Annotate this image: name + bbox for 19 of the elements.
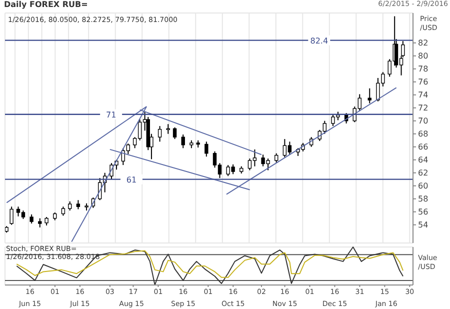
y-tick-label: 66 bbox=[418, 142, 428, 152]
y-tick-label: 82 bbox=[418, 38, 428, 48]
y-tick-label: 54 bbox=[418, 220, 428, 230]
y-tick-label: 72 bbox=[418, 104, 428, 113]
ref-line-label: 61 bbox=[126, 175, 137, 184]
y-tick-label: 68 bbox=[418, 130, 428, 139]
ref-line-label: 82.4 bbox=[310, 36, 328, 46]
y-tick-label: 74 bbox=[418, 90, 428, 100]
y-tick-label: 70 bbox=[418, 116, 428, 126]
y-tick-label: 56 bbox=[418, 208, 428, 217]
y-tick-label: 76 bbox=[418, 78, 428, 87]
y-tick-label: 60 bbox=[418, 182, 428, 191]
y-tick-label: 62 bbox=[418, 168, 428, 178]
y-tick-label: 58 bbox=[418, 194, 428, 204]
y-tick-label: 64 bbox=[418, 156, 428, 165]
y-tick-label: 78 bbox=[418, 64, 428, 74]
y-tick-label: 80 bbox=[418, 52, 428, 61]
chart-title: Daily FOREX RUB= bbox=[4, 0, 88, 9]
ref-line-label: 71 bbox=[106, 110, 116, 120]
